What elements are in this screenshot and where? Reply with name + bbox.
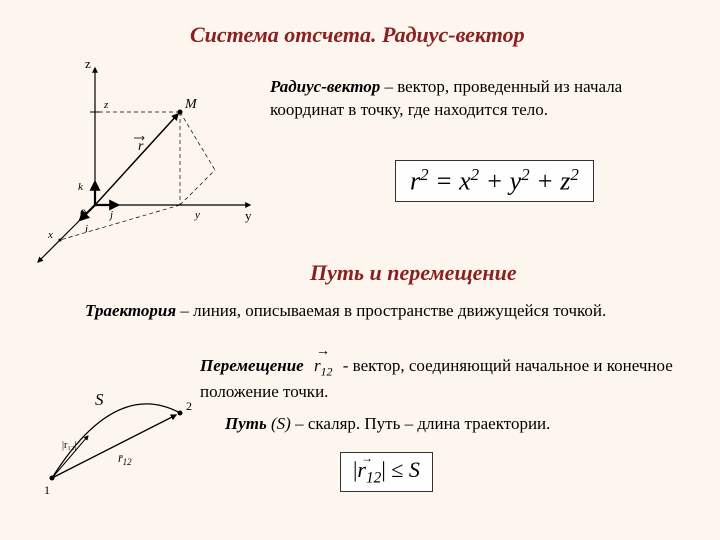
definition-displacement: Перемещение →r12 - вектор, соединяющий н… [200,354,680,404]
svg-text:1: 1 [44,483,50,497]
def4-text: – скаляр. Путь – длина траектории. [291,414,551,433]
definition-path: Путь (S) – скаляр. Путь – длина траектор… [225,412,675,436]
definition-radius-vector: Радиус-вектор – вектор, проведенный из н… [270,76,690,122]
term-radius-vector: Радиус-вектор [270,77,380,96]
definition-trajectory: Траектория – линия, описываемая в простр… [85,300,670,323]
def2-text: – линия, описываемая в пространстве движ… [176,301,606,320]
svg-text:x: x [47,229,53,241]
term-trajectory: Траектория [85,301,176,320]
svg-text:z: z [103,99,109,111]
coordinate-system-diagram: z y x 0 i j k M r z y x [30,50,260,270]
title-path-displacement: Путь и перемещение [310,260,517,286]
title-reference-system: Система отсчета. Радиус-вектор [190,22,525,48]
term-path: Путь [225,414,267,433]
svg-text:i: i [85,223,88,235]
svg-text:r: r [138,139,144,154]
path-s: (S) [267,414,291,433]
r12-symbol: →r12 [314,354,333,380]
svg-text:M: M [184,97,198,112]
svg-text:z: z [85,56,91,71]
svg-text:j: j [108,209,113,221]
svg-text:y: y [245,208,252,223]
svg-text:2: 2 [186,399,192,413]
svg-text:|r₁₂|: |r₁₂| [62,440,76,451]
svg-text:r̄12: r̄12 [118,451,132,467]
formula-radius-squared: r2 = x2 + y2 + z2 [395,160,594,202]
trajectory-diagram: 1 2 r̄12 |r₁₂| [40,378,210,508]
svg-text:k: k [78,181,84,193]
term-displacement: Перемещение [200,356,304,375]
formula-displacement-leq-path: → |r12| ≤ S [340,452,433,492]
svg-text:y: y [194,209,200,221]
svg-text:x: x [32,264,39,270]
